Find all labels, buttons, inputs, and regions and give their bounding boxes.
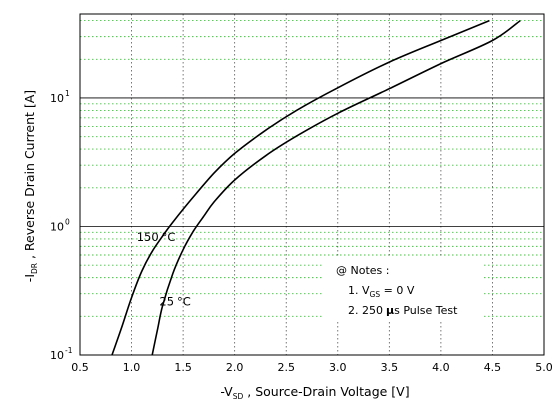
series-layer xyxy=(111,19,521,355)
notes-heading: @ Notes : xyxy=(336,264,389,277)
y-axis-label: -IDR , Reverse Drain Current [A] xyxy=(22,90,39,282)
x-tick-label: 1.5 xyxy=(174,361,192,374)
x-tick-labels: 0.5 1.0 1.5 2.0 2.5 3.0 3.5 4.0 4.5 5.0 xyxy=(71,361,553,374)
x-tick-label: 2.0 xyxy=(226,361,244,374)
notes-line-2-suffix: s Pulse Test xyxy=(394,304,458,317)
y-tick-label: 10 xyxy=(50,220,64,233)
x-tick-label: 1.0 xyxy=(123,361,141,374)
y-tick-base: 10 xyxy=(50,92,64,105)
notes-line-2: 2. 250 μs Pulse Test xyxy=(348,304,458,317)
x-tick-label: 4.0 xyxy=(432,361,450,374)
x-tick-label: 3.5 xyxy=(381,361,399,374)
y-tick-base: 10 xyxy=(50,220,64,233)
series-150c-line xyxy=(111,19,490,355)
notes-line-1: 1. VGS = 0 V xyxy=(348,284,415,299)
plot-frame xyxy=(79,13,545,356)
notes-line-2-prefix: 2. 250 xyxy=(348,304,383,317)
label-value: 150 xyxy=(137,230,159,244)
notes-line-1-suffix: = 0 V xyxy=(380,284,415,297)
x-axis-label-suffix: , Source-Drain Voltage [V] xyxy=(243,384,409,399)
label-unit: °C xyxy=(177,295,191,309)
x-tick-label: 4.5 xyxy=(484,361,502,374)
x-axis-label-sub: SD xyxy=(233,392,244,401)
curve-labels: 150 °C25 °C xyxy=(137,230,191,309)
series-25c-line xyxy=(151,19,521,355)
notes-background xyxy=(322,258,482,322)
y-tick-label: 10 xyxy=(50,349,64,362)
x-tick-label: 3.0 xyxy=(329,361,347,374)
label-25c: 25 °C xyxy=(159,295,190,309)
y-tick-exponent: 1 xyxy=(65,89,70,98)
x-axis-label-prefix: -V xyxy=(220,384,233,399)
y-tick-exponent: 0 xyxy=(65,217,70,226)
x-tick-label: 2.5 xyxy=(277,361,295,374)
y-tick-base: 10 xyxy=(50,349,64,362)
notes-line-2-mu: μ xyxy=(386,304,394,317)
label-150c: 150 °C xyxy=(137,230,176,244)
y-axis-label-prefix: -I xyxy=(22,274,37,282)
x-tick-label: 0.5 xyxy=(71,361,89,374)
y-axis-label-sub: DR xyxy=(30,263,39,274)
label-unit: °C xyxy=(162,230,176,244)
y-tick-exponent: -1 xyxy=(65,346,73,355)
notes-box: @ Notes : 1. VGS = 0 V 2. 250 μs Pulse Te… xyxy=(322,258,482,322)
label-value: 25 xyxy=(159,295,174,309)
y-axis-label-suffix: , Reverse Drain Current [A] xyxy=(22,90,37,263)
notes-line-1-prefix: 1. V xyxy=(348,284,370,297)
y-tick-label: 10 xyxy=(50,92,64,105)
x-tick-label: 5.0 xyxy=(535,361,553,374)
x-axis-label: -VSD , Source-Drain Voltage [V] xyxy=(220,384,409,401)
major-gridlines xyxy=(80,97,544,227)
notes-line-1-sub: GS xyxy=(370,290,381,299)
